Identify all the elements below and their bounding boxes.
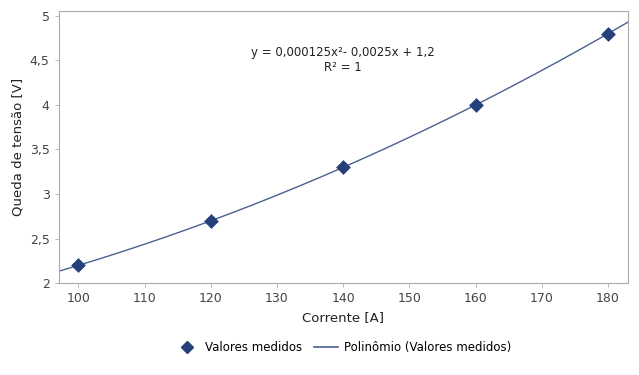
Legend: Valores medidos, Polinômio (Valores medidos): Valores medidos, Polinômio (Valores medi… (171, 336, 516, 359)
Point (206, 218, 216, 224)
Point (338, 164, 348, 170)
Text: y = 0,000125x²- 0,0025x + 1,2
R² = 1: y = 0,000125x²- 0,0025x + 1,2 R² = 1 (251, 46, 435, 74)
Point (603, 31, 613, 37)
X-axis label: Corrente [A]: Corrente [A] (302, 311, 384, 324)
Point (470, 102, 481, 108)
Point (73, 262, 84, 268)
Y-axis label: Queda de tensão [V]: Queda de tensão [V] (11, 78, 24, 216)
